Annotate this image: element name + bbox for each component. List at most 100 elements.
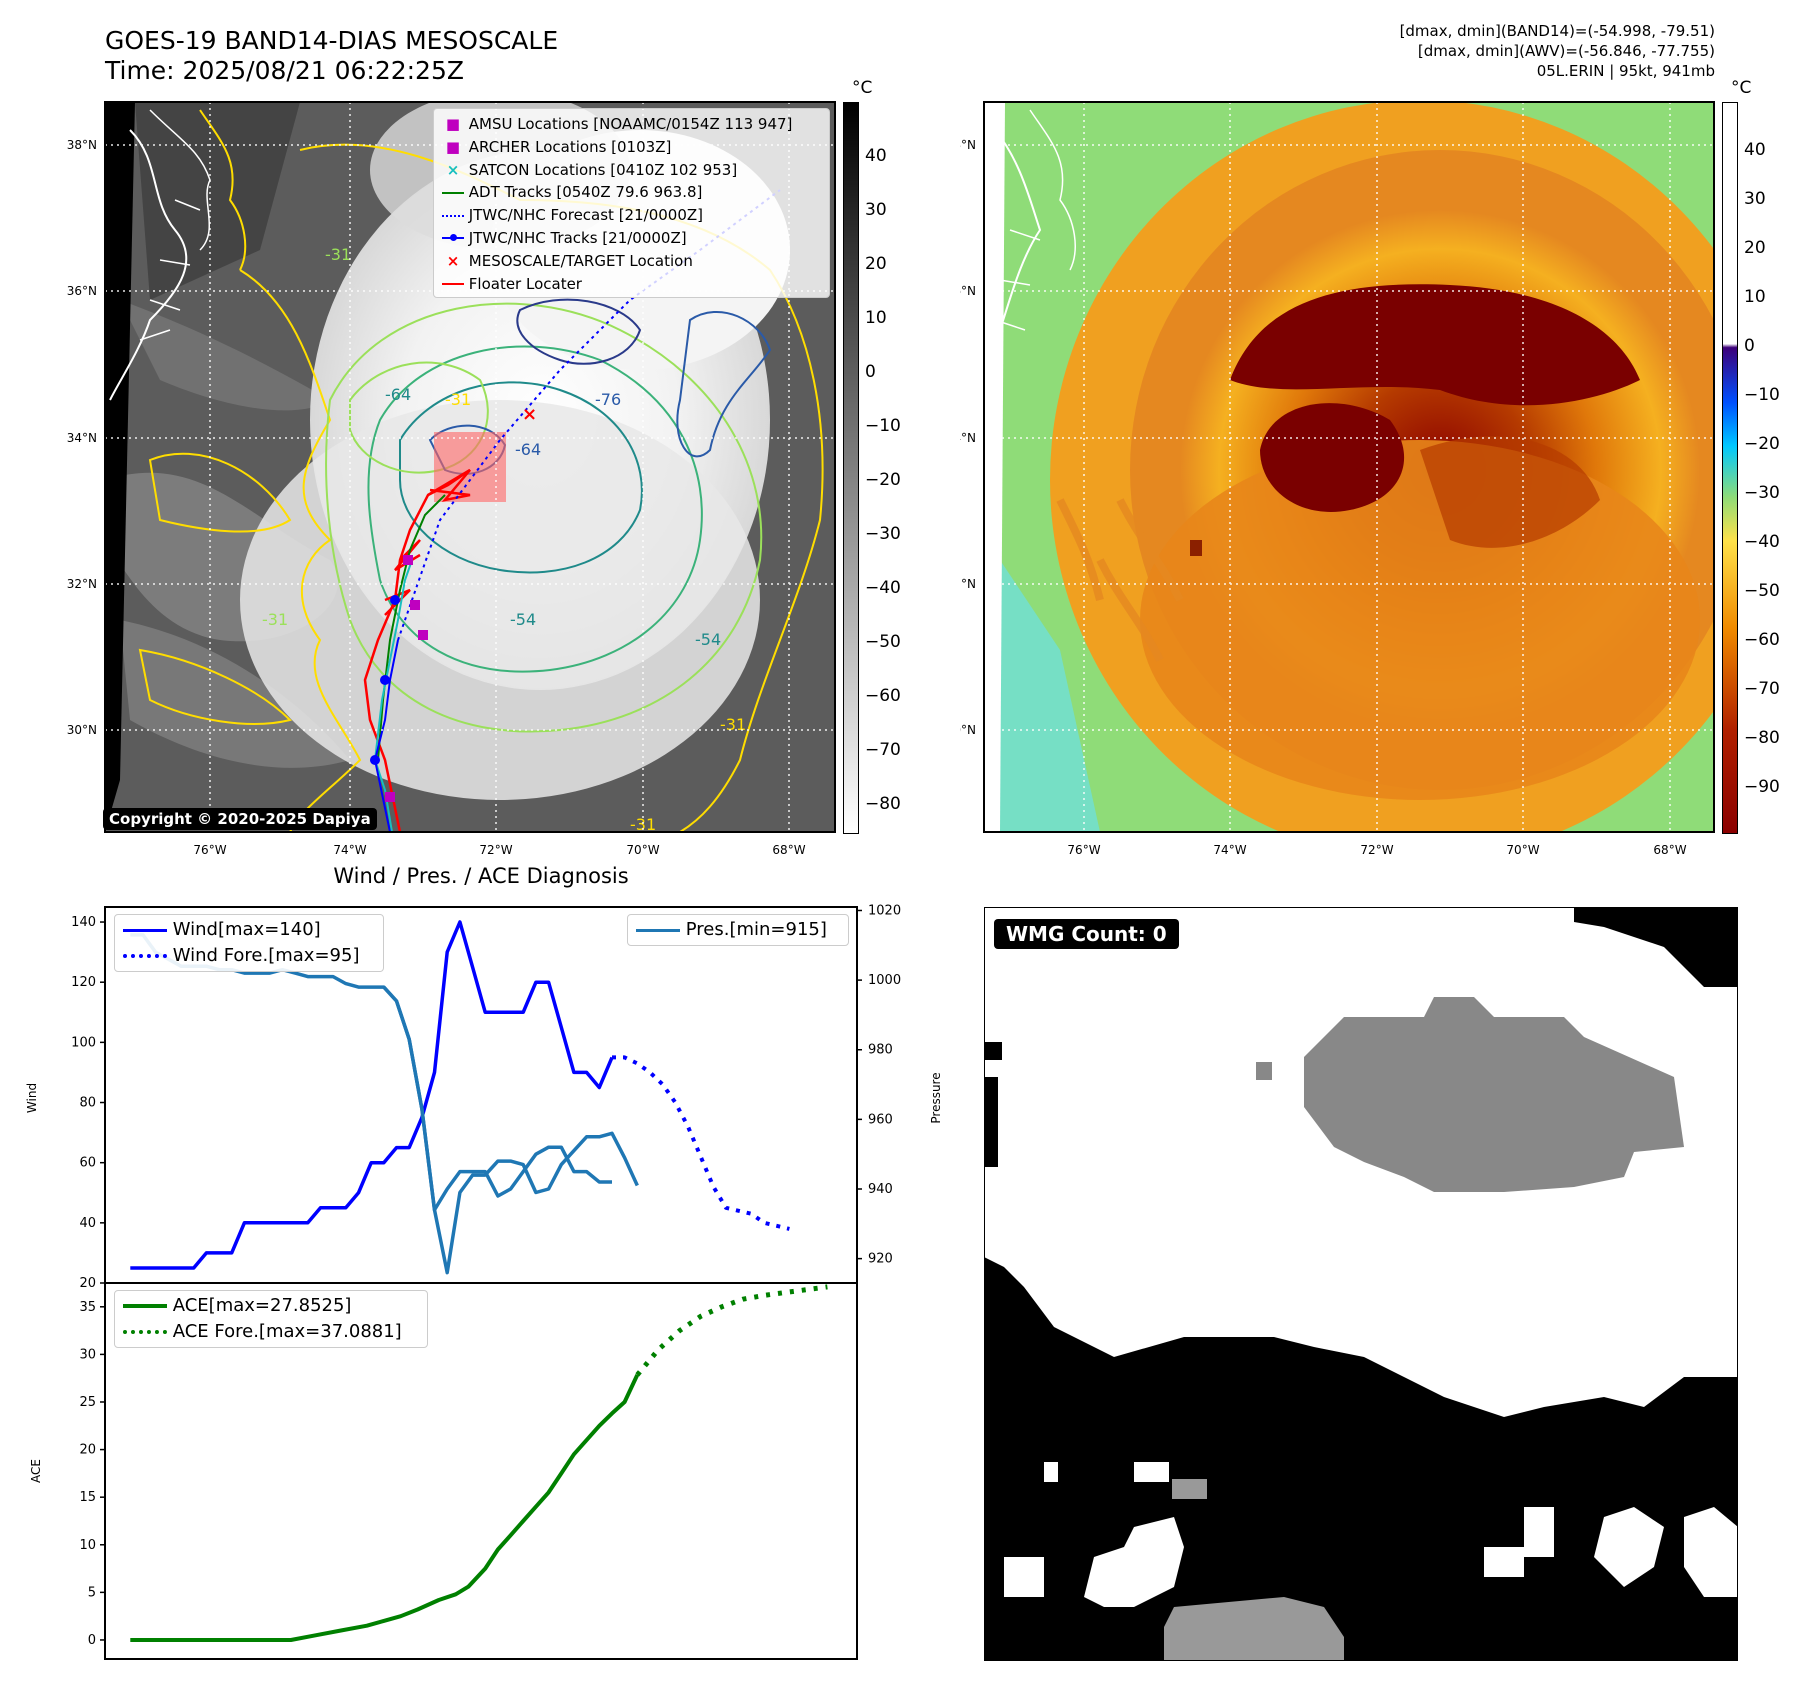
nhc-track: [373, 639, 399, 832]
contour-label: -64: [385, 385, 411, 404]
colorbar-tick: −60: [865, 686, 901, 706]
legend-label: Wind[max=140]: [172, 919, 321, 940]
legend-label: Pres.[min=915]: [685, 919, 827, 940]
ace-chart: 0 5 10 15 20 25 30 35 ACE: [29, 1283, 858, 1660]
lat-tick: 30°N: [67, 723, 97, 737]
target-location-marker: ×: [522, 404, 537, 425]
storm-info-text: 05L.ERIN | 95kt, 941mb: [1536, 62, 1715, 80]
legend-item-archer: ■ ARCHER Locations [0103Z]: [445, 137, 672, 156]
contour-label: -64: [515, 440, 541, 459]
legend-item-wind-forecast: Wind Fore.[max=95]: [123, 945, 359, 966]
ace-legend: ACE[max=27.8525] ACE Fore.[max=37.0881]: [114, 1290, 428, 1348]
legend-item-pressure: Pres.[min=915]: [636, 919, 827, 940]
legend-label: MESOSCALE/TARGET Location: [468, 251, 693, 270]
lon-tick: 74°W: [333, 843, 366, 857]
legend-item-ace-forecast: ACE Fore.[max=37.0881]: [123, 1321, 402, 1342]
floater-box: [434, 432, 506, 502]
lat-tick: 34°N: [960, 431, 976, 445]
colorbar-tick: −70: [865, 740, 901, 760]
lon-tick: 70°W: [626, 843, 659, 857]
ace-ytick-label: 0: [88, 1633, 96, 1648]
legend-item-wind: Wind[max=140]: [123, 919, 321, 940]
right-lon-ticks: 76°W 74°W 72°W 70°W 68°W: [1067, 843, 1686, 857]
legend-item-nhc-forecast: JTWC/NHC Forecast [21/0000Z]: [442, 204, 792, 227]
colorbar-tick: −10: [865, 416, 901, 436]
colorbar-tick: 10: [1744, 287, 1766, 307]
left-colorbar: [843, 102, 859, 834]
wind-ytick-label: 40: [79, 1216, 96, 1231]
pressure-ytick-label: 1000: [868, 973, 901, 988]
legend-label: ACE Fore.[max=37.0881]: [172, 1321, 402, 1342]
colorbar-tick: 10: [865, 308, 887, 328]
legend-item-target: × MESOSCALE/TARGET Location: [446, 251, 693, 270]
contour-label: -31: [262, 610, 288, 629]
lon-tick: 68°W: [1653, 843, 1686, 857]
dmax-awv-text: [dmax, dmin](AWV)=(-56.846, -77.755): [1417, 42, 1715, 60]
wind-legend: Wind[max=140] Wind Fore.[max=95]: [114, 914, 384, 972]
legend-label: Wind Fore.[max=95]: [172, 945, 360, 966]
lon-tick: 68°W: [772, 843, 805, 857]
lat-tick: 38°N: [960, 138, 976, 152]
colorbar-tick: −70: [1744, 679, 1780, 699]
colorbar-tick: −50: [865, 632, 901, 652]
pressure-legend: Pres.[min=915]: [627, 914, 849, 946]
series-line-ace-0: [130, 1374, 640, 1642]
colorbar-tick: 40: [865, 146, 887, 166]
lon-tick: 72°W: [1360, 843, 1393, 857]
wind-ytick-label: 60: [79, 1156, 96, 1171]
lat-tick: 36°N: [960, 284, 976, 298]
lon-tick: 72°W: [479, 843, 512, 857]
colorbar-tick: −20: [1744, 434, 1780, 454]
pressure-ytick-label: 960: [868, 1112, 893, 1127]
contour-label: -76: [595, 390, 621, 409]
series-line-pressure-2: [130, 933, 612, 1212]
colorbar-tick: 0: [865, 362, 876, 382]
series-line-wind-0: [130, 920, 614, 1270]
colorbar-tick: −60: [1744, 630, 1780, 650]
colorbar-tick: 0: [1744, 336, 1755, 356]
legend-label: Floater Locater: [468, 274, 582, 293]
legend-item-amsu: ■ AMSU Locations [NOAAMC/0154Z 113 947]: [445, 115, 793, 133]
diagnosis-chart-title: Wind / Pres. / ACE Diagnosis: [333, 864, 629, 888]
dmax-band14-text: [dmax, dmin](BAND14)=(-54.998, -79.51): [1399, 22, 1715, 40]
lat-tick: 36°N: [67, 284, 97, 298]
pressure-ytick-label: 980: [868, 1043, 893, 1058]
ace-ytick-label: 35: [79, 1300, 96, 1315]
pressure-axis-label: Pressure: [929, 1072, 943, 1123]
ace-ytick-label: 20: [79, 1443, 96, 1458]
colorbar-tick: −40: [865, 578, 901, 598]
colorbar-tick: 30: [1744, 189, 1766, 209]
ace-ytick-label: 25: [79, 1395, 96, 1410]
copyright-badge: Copyright © 2020-2025 Dapiya: [103, 808, 377, 830]
colorbar-tick: −40: [1744, 532, 1780, 552]
wind-ytick-label: 140: [71, 915, 96, 930]
colorbar-tick: −30: [865, 524, 901, 544]
wind-ytick-label: 20: [79, 1276, 96, 1290]
right-colorbar-ticks: 40 30 20 10 0 −10 −20 −30 −40 −50 −60 −7…: [1737, 102, 1782, 832]
legend-label: ADT Tracks [0540Z 79.6 963.8]: [468, 183, 703, 202]
lat-tick: 34°N: [67, 431, 97, 445]
series-line-ace-forecast-1: [635, 1284, 828, 1377]
colorbar-tick: −20: [865, 470, 901, 490]
legend-label: AMSU Locations [NOAAMC/0154Z 113 947]: [468, 115, 793, 133]
colorbar-tick: −30: [1744, 483, 1780, 503]
legend-item-floater: Floater Locater: [442, 273, 792, 296]
contour-label: -54: [695, 630, 721, 649]
map-gridlines: [984, 102, 1714, 832]
ace-ytick-label: 5: [88, 1585, 96, 1600]
lat-tick: 38°N: [67, 138, 97, 152]
lat-tick: 32°N: [960, 577, 976, 591]
contour-label: -54: [510, 610, 536, 629]
colorbar-tick: 40: [1744, 140, 1766, 160]
wind-ytick-label: 80: [79, 1096, 96, 1111]
legend-label: ACE[max=27.8525]: [172, 1295, 352, 1316]
lat-tick: 32°N: [67, 577, 97, 591]
pressure-ytick-label: 1020: [868, 903, 901, 918]
pressure-ytick-label: 940: [868, 1182, 893, 1197]
wind-ytick-label: 100: [71, 1035, 96, 1050]
left-colorbar-ticks: 40 30 20 10 0 −10 −20 −30 −40 −50 −60 −7…: [858, 102, 901, 832]
right-color-map: 38°N 36°N 34°N 32°N 30°N 76°W 74°W 72°W …: [960, 101, 1715, 857]
legend-item-nhc-tracks: JTWC/NHC Tracks [21/0000Z]: [442, 227, 792, 250]
wmg-count-badge: WMG Count: 0: [994, 919, 1179, 949]
left-colorbar-unit: °C: [852, 78, 873, 98]
